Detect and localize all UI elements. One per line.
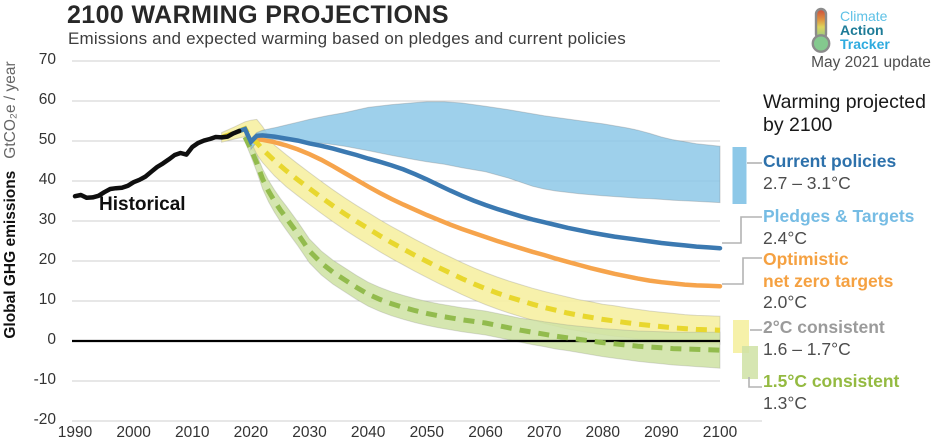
y-tick-label--10: -10 bbox=[33, 371, 56, 388]
legend-title: Warming projected by 2100 bbox=[763, 91, 926, 137]
x-tick-label-1990: 1990 bbox=[57, 424, 93, 441]
update-date: May 2021 update bbox=[811, 54, 931, 71]
legend-temp-pledges-targets: 2.4°C bbox=[763, 227, 807, 248]
x-tick-label-2030: 2030 bbox=[292, 424, 327, 441]
logo-line-action: Action bbox=[840, 22, 884, 38]
y-tick-label-70: 70 bbox=[38, 51, 56, 68]
series-pledges-targets-line bbox=[236, 126, 723, 251]
page-title: 2100 WARMING PROJECTIONS bbox=[67, 1, 449, 29]
x-tick-label-2100: 2100 bbox=[702, 424, 738, 441]
legend-temp-one-five-deg: 1.3°C bbox=[763, 392, 807, 413]
y-tick-label-10: 10 bbox=[38, 291, 56, 308]
series-one-five-deg-dashed-line bbox=[242, 135, 721, 353]
legend-entry-two-deg: 2°C consistent 1.6 – 1.7°C bbox=[763, 317, 885, 360]
y-tick-label-0: 0 bbox=[47, 331, 56, 348]
legend-entry-optimistic: Optimistic net zero targets 2.0°C bbox=[763, 249, 893, 314]
legend-temp-two-deg: 1.6 – 1.7°C bbox=[763, 338, 851, 359]
legend-label-pledges-targets: Pledges & Targets bbox=[763, 206, 915, 226]
x-tick-label-2080: 2080 bbox=[585, 424, 620, 441]
x-tick-label-2070: 2070 bbox=[526, 424, 562, 441]
y-tick-label-50: 50 bbox=[38, 131, 56, 148]
x-tick-label-2000: 2000 bbox=[116, 424, 151, 441]
thermometer-icon bbox=[811, 7, 831, 53]
y-tick-label-60: 60 bbox=[38, 91, 56, 108]
series-one-five-deg-band bbox=[244, 130, 721, 369]
series-current-policies-band bbox=[250, 101, 721, 204]
legend-entry-pledges-targets: Pledges & Targets 2.4°C bbox=[763, 206, 914, 249]
legend-label-one-five-deg: 1.5°C consistent bbox=[763, 371, 900, 391]
legend-connector bbox=[722, 257, 762, 285]
legend-temp-optimistic: 2.0°C bbox=[763, 292, 807, 312]
one-five-deg-range-chip bbox=[742, 346, 758, 379]
series-two-deg-dashed-line bbox=[220, 125, 721, 333]
y-tick-label-40: 40 bbox=[38, 171, 56, 188]
x-tick-label-2040: 2040 bbox=[350, 424, 386, 441]
x-tick-label-2020: 2020 bbox=[233, 424, 269, 441]
series-optimistic-line bbox=[248, 137, 723, 289]
current-policies-range-chip bbox=[732, 147, 747, 204]
legend-temp-current-policies: 2.7 – 3.1°C bbox=[763, 172, 851, 193]
legend-entry-current-policies: Current policies 2.7 – 3.1°C bbox=[763, 151, 896, 194]
legend-label-two-deg: 2°C consistent bbox=[763, 317, 885, 337]
legend-label-optimistic-line2: net zero targets bbox=[763, 270, 894, 291]
x-tick-label-2050: 2050 bbox=[409, 424, 445, 441]
historical-label: Historical bbox=[99, 194, 186, 215]
y-tick-label--20: -20 bbox=[33, 411, 56, 428]
logo-line-climate: Climate bbox=[840, 8, 888, 24]
legend-title-line1: Warming projected bbox=[763, 91, 926, 113]
y-tick-label-30: 30 bbox=[38, 211, 56, 228]
logo-wordmark: Climate Action Tracker bbox=[840, 9, 890, 51]
x-tick-label-2090: 2090 bbox=[644, 424, 679, 441]
legend-connector bbox=[722, 216, 762, 244]
series-historical-line bbox=[72, 128, 242, 201]
legend-label-current-policies: Current policies bbox=[763, 151, 897, 171]
legend-connector bbox=[748, 377, 762, 388]
legend-label-optimistic: Optimistic bbox=[763, 249, 849, 269]
logo-line-tracker: Tracker bbox=[840, 36, 890, 52]
two-deg-range-chip bbox=[733, 320, 749, 353]
legend-entry-one-five-deg: 1.5°C consistent 1.3°C bbox=[763, 371, 899, 414]
x-tick-label-2060: 2060 bbox=[468, 424, 503, 441]
x-tick-label-2010: 2010 bbox=[175, 424, 210, 441]
y-tick-label-20: 20 bbox=[38, 251, 56, 268]
page-subtitle: Emissions and expected warming based on … bbox=[68, 29, 626, 48]
legend-title-line2: by 2100 bbox=[763, 114, 833, 136]
